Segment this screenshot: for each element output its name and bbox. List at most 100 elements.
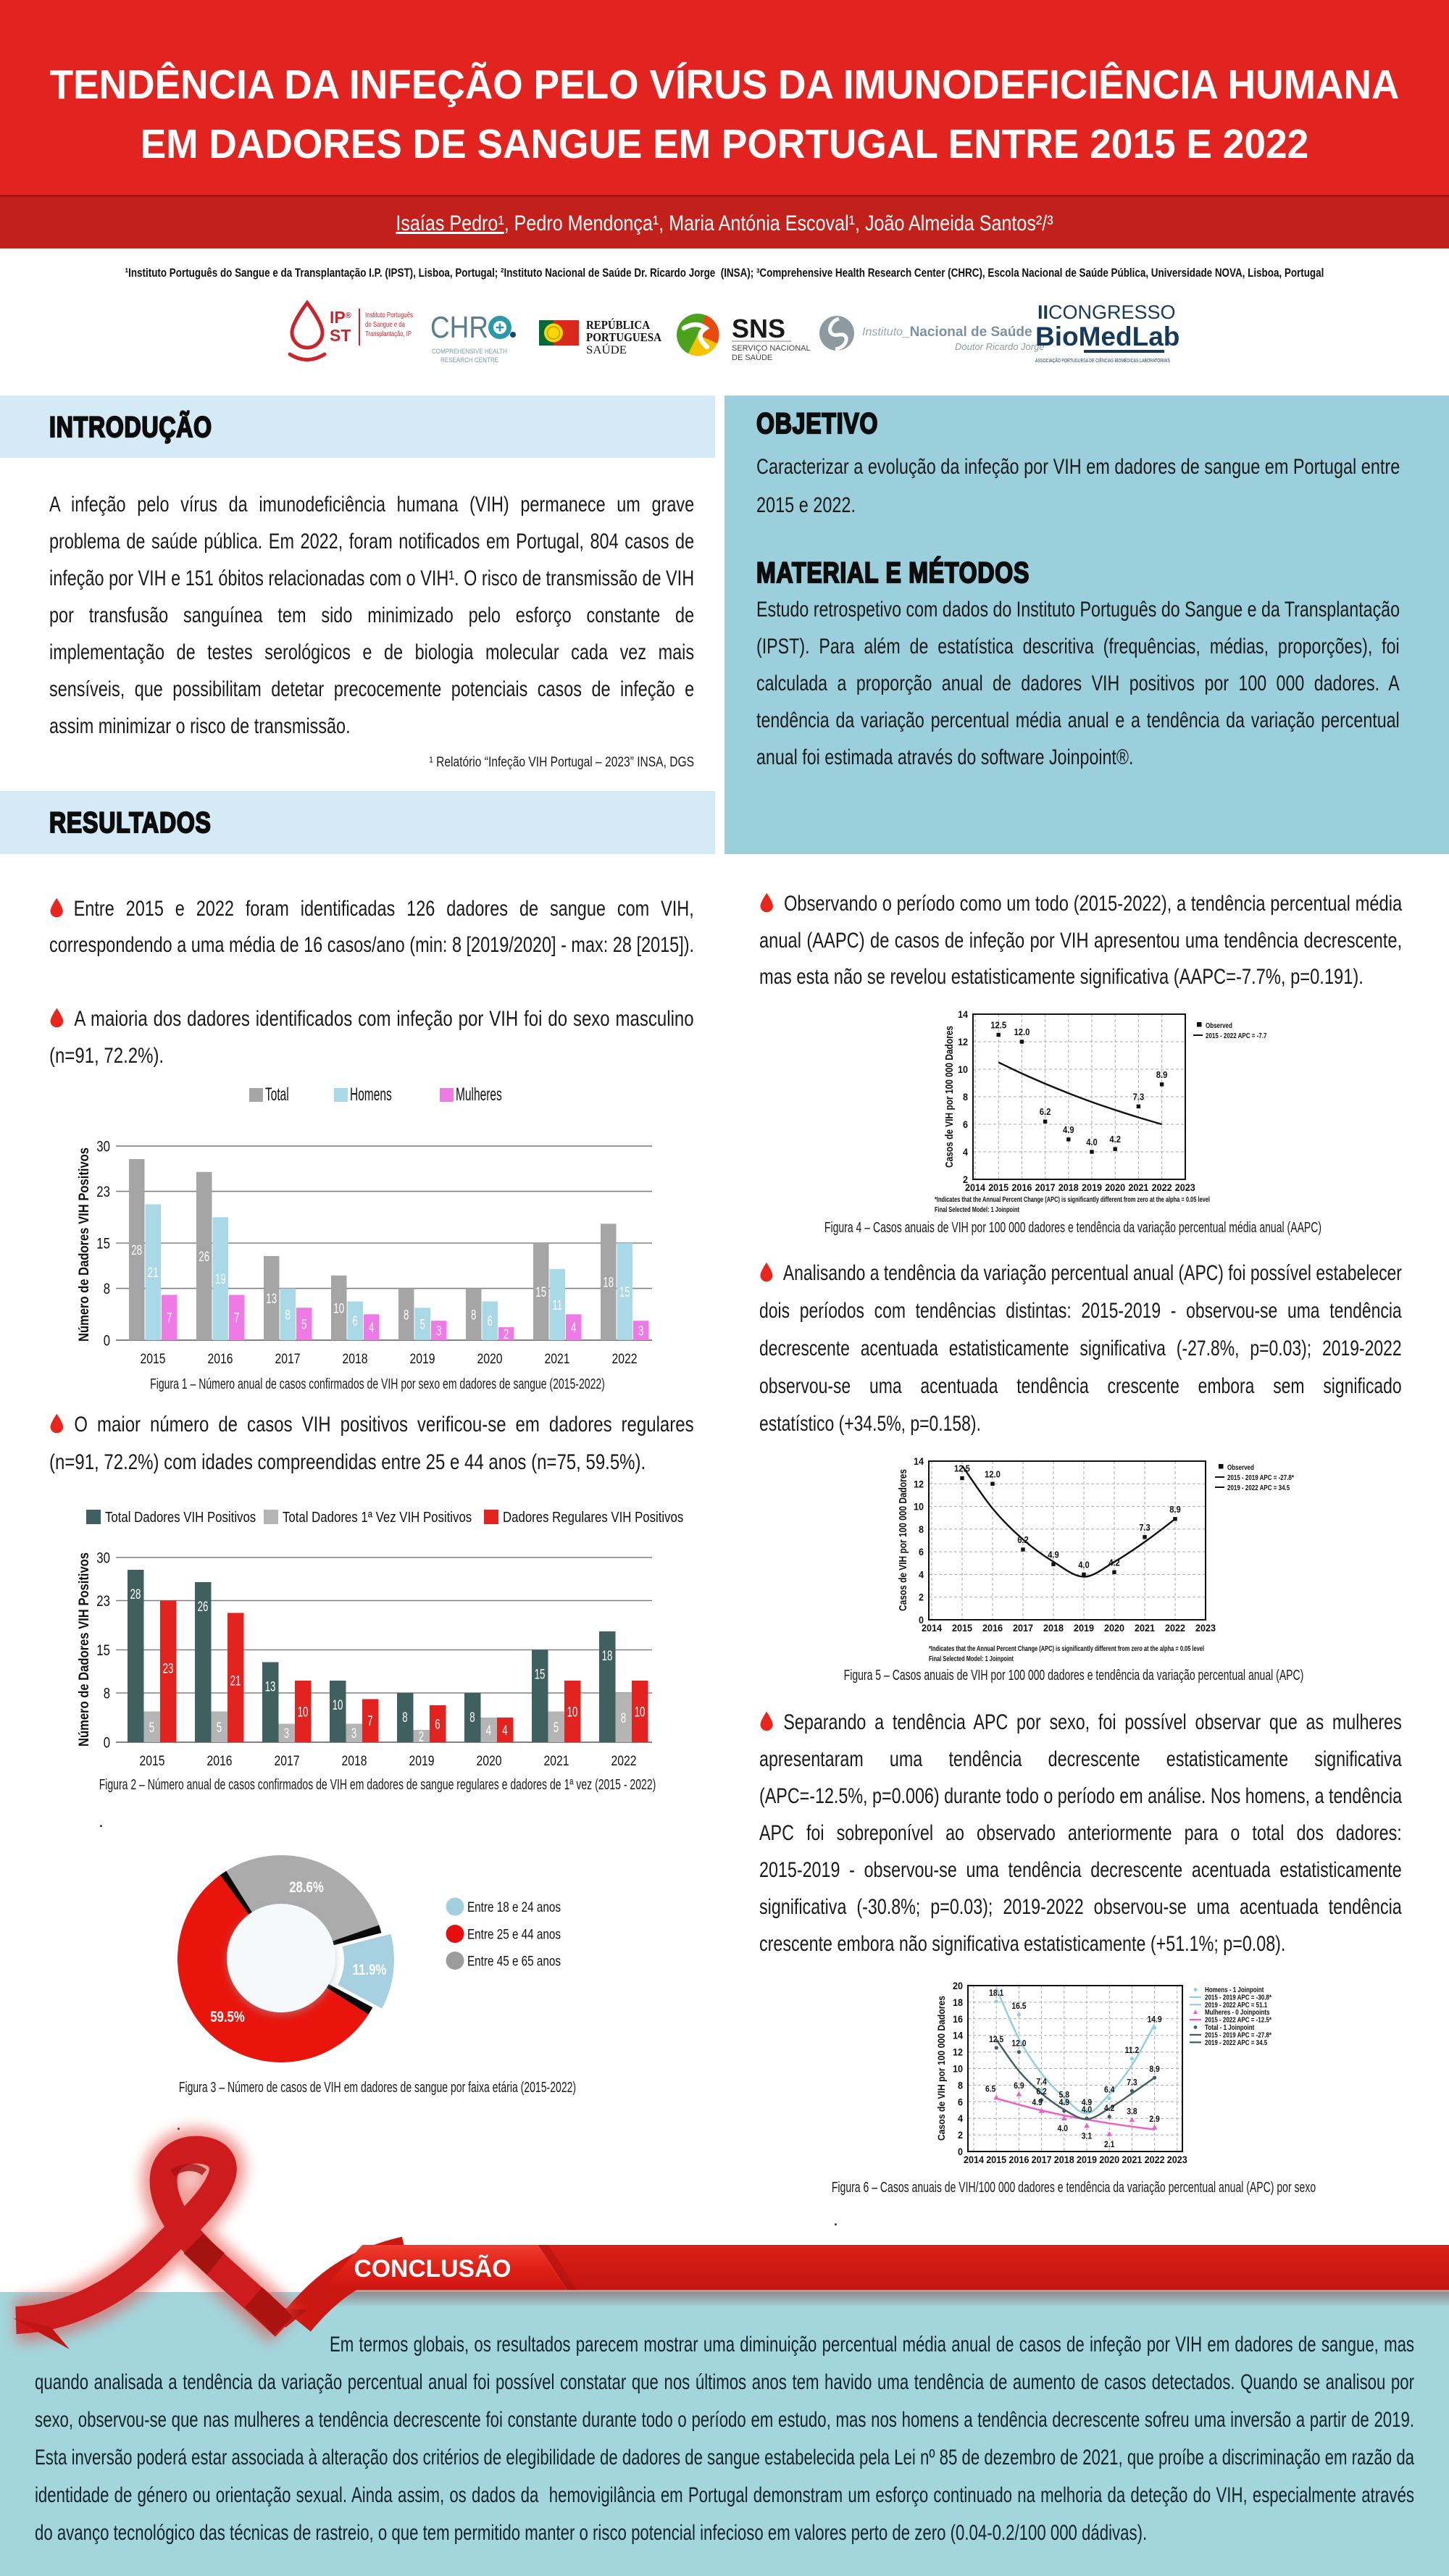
svg-text:Entre 25 e 44 anos: Entre 25 e 44 anos (467, 1927, 561, 1943)
svg-text:4: 4 (502, 1723, 508, 1739)
svg-text:12.0: 12.0 (1014, 1027, 1030, 1037)
svg-text:12.5: 12.5 (989, 2036, 1004, 2044)
svg-text:30: 30 (96, 1139, 110, 1155)
svg-text:13: 13 (266, 1292, 277, 1307)
svg-text:Total: Total (265, 1084, 289, 1105)
svg-text:2020: 2020 (1104, 1622, 1124, 1634)
svg-text:DE SAÚDE: DE SAÚDE (732, 353, 772, 362)
svg-text:Figura 3 – Número de casos de: Figura 3 – Número de casos de VIH em dad… (179, 2079, 576, 2096)
svg-text:5: 5 (217, 1720, 222, 1736)
svg-text:0: 0 (104, 1333, 110, 1350)
svg-text:2015: 2015 (988, 1182, 1009, 1193)
svg-text:0: 0 (919, 1614, 924, 1626)
svg-text:8.9: 8.9 (1156, 1070, 1168, 1080)
svg-text:3: 3 (436, 1324, 441, 1339)
svg-text:4: 4 (571, 1321, 577, 1336)
svg-text:0: 0 (104, 1735, 110, 1752)
svg-text:2015: 2015 (952, 1622, 972, 1634)
svg-text:10: 10 (333, 1301, 344, 1316)
svg-text:2016: 2016 (207, 1753, 233, 1769)
svg-text:3: 3 (638, 1324, 643, 1339)
svg-text:2017: 2017 (1032, 2154, 1052, 2165)
svg-text:7.3: 7.3 (1127, 2078, 1137, 2087)
svg-text:2: 2 (963, 1174, 968, 1185)
svg-text:4.2: 4.2 (1104, 2104, 1114, 2113)
svg-text:2015: 2015 (141, 1351, 166, 1367)
svg-text:6: 6 (353, 1314, 358, 1329)
svg-text:Homens: Homens (350, 1084, 392, 1105)
svg-text:Observed: Observed (1206, 1022, 1232, 1030)
svg-text:2018: 2018 (343, 1351, 368, 1367)
svg-text:2015 - 2019 APC = -27.8*: 2015 - 2019 APC = -27.8* (1205, 2031, 1271, 2039)
svg-text:2019 - 2022 APC = 34.5: 2019 - 2022 APC = 34.5 (1227, 1484, 1290, 1492)
svg-text:2018: 2018 (342, 1753, 367, 1769)
svg-text:Mulheres: Mulheres (456, 1084, 502, 1105)
svg-text:2019 - 2022 APC = 34.5: 2019 - 2022 APC = 34.5 (1205, 2039, 1268, 2047)
svg-text:4.2: 4.2 (1109, 1134, 1121, 1145)
svg-text:8: 8 (469, 1710, 475, 1726)
svg-text:2.9: 2.9 (1149, 2115, 1159, 2124)
svg-text:SERVIÇO NACIONAL: SERVIÇO NACIONAL (732, 344, 811, 353)
svg-text:14: 14 (953, 2030, 963, 2041)
svg-text:Transplantação, IP: Transplantação, IP (365, 330, 412, 338)
svg-text:18.1: 18.1 (989, 1989, 1004, 1998)
svg-text:4: 4 (369, 1321, 375, 1336)
svg-text:PORTUGUESA: PORTUGUESA (586, 330, 661, 344)
svg-text:10: 10 (958, 1063, 968, 1075)
svg-text:6.5: 6.5 (985, 2086, 996, 2094)
svg-text:2017: 2017 (1013, 1622, 1033, 1634)
svg-text:4.0: 4.0 (1058, 2125, 1068, 2133)
svg-text:COMPREHENSIVE HEALTH: COMPREHENSIVE HEALTH (432, 348, 507, 356)
svg-text:6: 6 (435, 1718, 440, 1733)
svg-text:13: 13 (265, 1680, 276, 1695)
svg-text:15: 15 (96, 1642, 110, 1659)
svg-text:2022: 2022 (611, 1753, 637, 1769)
svg-text:Número de Dadores VIH Positivo: Número de Dadores VIH Positivos (77, 1552, 92, 1747)
svg-text:Casos de VIH por 100 000 Dador: Casos de VIH por 100 000 Dadores (943, 1026, 956, 1168)
svg-text:2016: 2016 (982, 1622, 1003, 1634)
svg-text:_Nacional de Saúde: _Nacional de Saúde (901, 325, 1032, 340)
svg-text:CHR: CHR (430, 310, 488, 344)
svg-text:Entre 45 e 65 anos: Entre 45 e 65 anos (467, 1954, 561, 1970)
svg-text:*Indicates that the Annual Per: *Indicates that the Annual Percent Chang… (935, 1196, 1210, 1204)
svg-text:10: 10 (298, 1705, 309, 1720)
svg-text:ST: ST (330, 326, 351, 345)
svg-text:2021: 2021 (1135, 1622, 1155, 1634)
svg-text:2022: 2022 (1152, 1182, 1172, 1193)
svg-text:4.9: 4.9 (1048, 1550, 1059, 1560)
svg-text:2020: 2020 (477, 1753, 502, 1769)
svg-text:18: 18 (602, 1649, 613, 1664)
svg-text:2021: 2021 (1122, 2154, 1142, 2165)
svg-text:ASSOCIAÇÃO PORTUGUESA DE CIÊNC: ASSOCIAÇÃO PORTUGUESA DE CIÊNCIAS BIOMÉD… (1035, 357, 1170, 364)
svg-text:15: 15 (96, 1236, 110, 1253)
svg-text:Casos de VIH por 100 000 Dador: Casos de VIH por 100 000 Dadores (935, 1996, 947, 2141)
svg-text:Figura 4 – Casos anuais de VIH: Figura 4 – Casos anuais de VIH por 100 0… (824, 1219, 1321, 1236)
svg-text:.: . (99, 1811, 104, 1831)
svg-text:4.9: 4.9 (1082, 2099, 1092, 2107)
svg-text:Total Dadores 1ª Vez VIH Posit: Total Dadores 1ª Vez VIH Positivos (283, 1510, 472, 1526)
svg-text:2.1: 2.1 (1104, 2141, 1115, 2149)
svg-text:2018: 2018 (1058, 1182, 1079, 1193)
svg-text:5: 5 (420, 1318, 425, 1333)
svg-text:4.9: 4.9 (1059, 2099, 1069, 2107)
svg-text:2016: 2016 (1011, 1182, 1032, 1193)
svg-text:Instituto Português: Instituto Português (365, 311, 413, 319)
svg-text:3.1: 3.1 (1082, 2133, 1093, 2141)
svg-text:Figura 1 – Número anual de cas: Figura 1 – Número anual de casos confirm… (150, 1376, 605, 1392)
svg-text:Figura 2 – Número anual de cas: Figura 2 – Número anual de casos confirm… (99, 1776, 656, 1793)
svg-text:5: 5 (149, 1720, 154, 1736)
svg-text:2015 - 2019 APC = -27.8*: 2015 - 2019 APC = -27.8* (1227, 1474, 1294, 1482)
svg-text:11.2: 11.2 (1125, 2046, 1140, 2055)
svg-text:8: 8 (919, 1523, 924, 1535)
svg-text:Número de Dadores VIH Positivo: Número de Dadores VIH Positivos (77, 1147, 92, 1342)
svg-text:4: 4 (919, 1568, 924, 1580)
svg-text:2021: 2021 (545, 1351, 570, 1367)
svg-text:CONCLUSÃO: CONCLUSÃO (354, 2254, 511, 2283)
svg-text:3: 3 (351, 1726, 356, 1741)
svg-text:11: 11 (552, 1298, 562, 1313)
svg-text:10: 10 (333, 1698, 343, 1713)
svg-text:7.3: 7.3 (1139, 1523, 1151, 1533)
svg-text:Instituto: Instituto (862, 326, 903, 338)
svg-text:6: 6 (958, 2096, 963, 2107)
svg-text:5: 5 (554, 1720, 559, 1736)
